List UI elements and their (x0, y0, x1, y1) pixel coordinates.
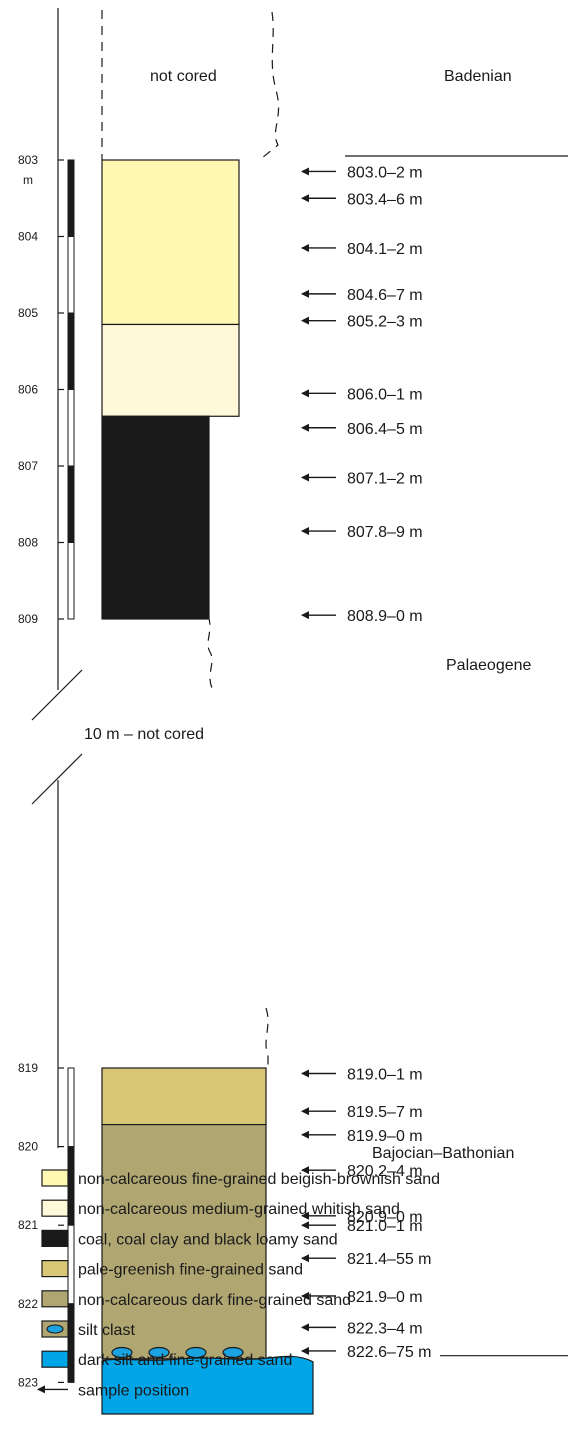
lower-depth-scale-bar (67, 1067, 75, 1383)
silt-clast (222, 1346, 244, 1359)
not-cored-boundaries (101, 10, 280, 1068)
legend-swatch (41, 1229, 69, 1248)
axis-lines (31, 8, 83, 1148)
upper-depth-tick-label: 806 (18, 383, 38, 397)
sample-label: 806.0–1 m (347, 386, 423, 403)
upper-layer-2 (101, 323, 240, 417)
sample-label: 819.9–0 m (347, 1128, 423, 1145)
upper-scale-segment (67, 236, 75, 314)
lower-layer-1 (101, 1067, 267, 1126)
sample-label: 807.8–9 m (347, 524, 423, 541)
lower-layer-2 (101, 1123, 267, 1360)
upper-depth-tick-label: 807 (18, 459, 38, 473)
lower-scale-segment (67, 1146, 75, 1226)
not-cored-top-label: not cored (150, 68, 217, 85)
legend-label: non-calcareous dark fine-grained sand (78, 1292, 351, 1309)
depth-unit-label: m (23, 173, 33, 187)
legend-swatch (41, 1199, 69, 1217)
sample-label: 803.0–2 m (347, 164, 423, 181)
upper-lithology-column (101, 159, 240, 620)
lower-sample-positions: 819.0–1 m 819.5–7 m 819.9–0 m 820.2–4 m 820.… (301, 1067, 568, 1361)
dashed-boundary-lower (265, 1007, 269, 1068)
sample-label: 807.1–2 m (347, 470, 423, 487)
legend-swatch (41, 1259, 69, 1278)
sample-label: 806.4–5 m (347, 421, 423, 438)
legend-label: silt clast (78, 1322, 135, 1339)
upper-depth-tick-label: 803 (18, 153, 38, 167)
sample-label: 819.0–1 m (347, 1067, 423, 1084)
legend-item: sample position (37, 1382, 189, 1399)
legend-swatch (41, 1350, 69, 1368)
break-line-upper (31, 669, 83, 721)
upper-depth-scale-bar (67, 159, 75, 620)
silt-clast (185, 1346, 207, 1359)
legend-label: dark silt and fine-grained sand (78, 1352, 292, 1369)
lower-lithology-column (101, 1067, 314, 1415)
sample-label: 820.2–4 m (347, 1163, 423, 1180)
sample-label: 808.9–0 m (347, 608, 423, 625)
sample-label: 821.9–0 m (347, 1289, 423, 1306)
lower-layer-3 (101, 1355, 314, 1415)
legend-item: coal, coal clay and black loamy sand (41, 1229, 338, 1248)
lower-depth-tick-label: 821 (18, 1218, 38, 1232)
legend-item: non-calcareous dark fine-grained sand (41, 1290, 351, 1309)
break-line-lower (31, 753, 83, 805)
legend-label: coal, coal clay and black loamy sand (78, 1231, 338, 1248)
upper-depth-ticks: 803 804 805 806 807 808 809 (18, 153, 64, 626)
gap-not-cored-label: 10 m – not cored (84, 726, 204, 743)
lower-depth-tick-label: 819 (18, 1061, 38, 1075)
upper-sample-positions: 803.0–2 m 803.4–6 m 804.1–2 m 804.6–7 m 805.… (301, 164, 423, 625)
silt-clast (148, 1346, 170, 1359)
upper-scale-segment (67, 389, 75, 467)
legend-swatch (41, 1169, 69, 1187)
legend-item: non-calcareous fine-grained beigish-brow… (41, 1169, 440, 1188)
legend-item: pale-greenish fine-grained sand (41, 1259, 303, 1279)
lower-scale-segment (67, 1303, 75, 1383)
legend: non-calcareous fine-grained beigish-brow… (37, 1169, 440, 1399)
upper-scale-segment (67, 465, 75, 543)
upper-layer-1 (101, 159, 240, 326)
legend-item: silt clast (41, 1320, 135, 1339)
upper-depth-tick-label: 808 (18, 536, 38, 550)
legend-swatch (41, 1290, 69, 1308)
sample-label: 803.4–6 m (347, 191, 423, 208)
upper-depth-tick-label: 809 (18, 612, 38, 626)
lower-depth-tick-label: 822 (18, 1297, 38, 1311)
lower-depth-tick-label: 823 (18, 1375, 38, 1389)
sample-label: 822.6–75 m (347, 1344, 432, 1361)
lower-depth-ticks: 819 820 821 822 823 (18, 1061, 64, 1389)
badenian-label: Badenian (444, 68, 512, 85)
silt-clast-icon (46, 1324, 64, 1334)
legend-label: non-calcareous fine-grained beigish-brow… (78, 1171, 440, 1188)
legend-item: non-calcareous medium-grained whitish sa… (41, 1199, 400, 1218)
sample-label: 805.2–3 m (347, 314, 423, 331)
dashed-boundary-right (261, 11, 280, 159)
upper-depth-tick-label: 805 (18, 306, 38, 320)
lower-scale-segment (67, 1224, 75, 1305)
sample-label: 821.0–1 m (347, 1218, 423, 1235)
upper-layer-3 (101, 415, 210, 620)
sample-label: 822.3–4 m (347, 1320, 423, 1337)
upper-scale-segment (67, 159, 75, 237)
upper-scale-segment (67, 542, 75, 620)
sample-label: 804.1–2 m (347, 241, 423, 258)
upper-scale-segment (67, 312, 75, 390)
legend-label: pale-greenish fine-grained sand (78, 1262, 303, 1279)
lower-depth-tick-label: 820 (18, 1140, 38, 1154)
sample-label: 820.9–0 m (347, 1209, 423, 1226)
sample-label: 821.4–55 m (347, 1251, 432, 1268)
legend-label: sample position (78, 1382, 189, 1399)
legend-label: non-calcareous medium-grained whitish sa… (78, 1201, 400, 1218)
dashed-boundary-palaeogene (207, 615, 213, 689)
upper-depth-tick-label: 804 (18, 230, 38, 244)
lower-scale-segment (67, 1067, 75, 1148)
silt-clast (111, 1346, 133, 1359)
sample-label: 819.5–7 m (347, 1104, 423, 1121)
palaeogene-label: Palaeogene (446, 657, 532, 674)
sample-label: 804.6–7 m (347, 287, 423, 304)
bajocian-bathonian-label: Bajocian–Bathonian (372, 1145, 514, 1162)
legend-item: dark silt and fine-grained sand (41, 1350, 292, 1369)
